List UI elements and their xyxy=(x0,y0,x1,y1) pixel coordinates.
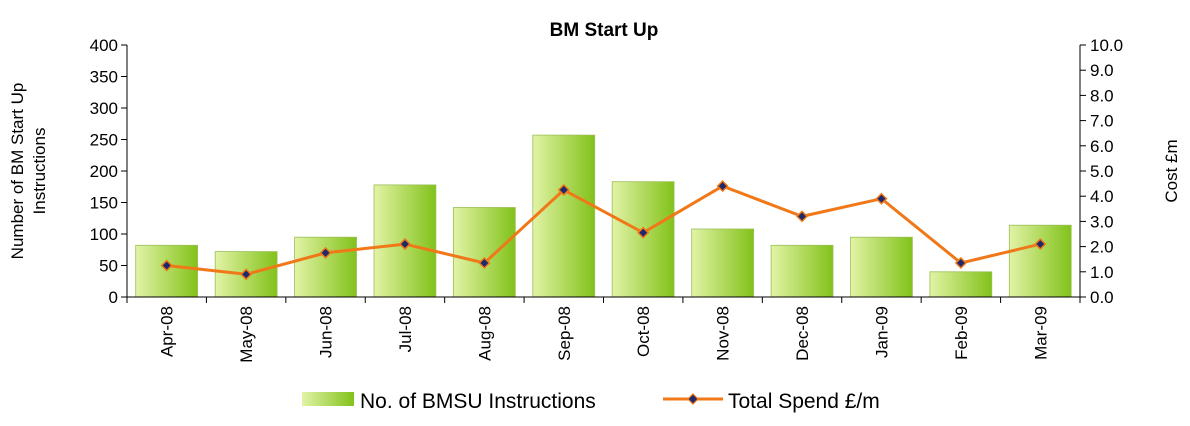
left-tick-label: 250 xyxy=(90,131,118,150)
bars-layer xyxy=(135,134,1072,298)
right-tick-label: 7.0 xyxy=(1090,112,1114,131)
x-tick-label: Apr-08 xyxy=(158,306,177,357)
y-axis-title-line2: Instructions xyxy=(30,128,49,215)
left-tick-label: 50 xyxy=(99,257,118,276)
spend-marker-dec-08 xyxy=(795,210,809,223)
bar-jun-08 xyxy=(294,236,357,298)
x-tick-label: Mar-09 xyxy=(1031,306,1050,360)
bar-oct-08 xyxy=(611,181,675,298)
spend-marker-feb-09 xyxy=(954,256,967,270)
bar-feb-09 xyxy=(929,271,993,298)
legend: No. of BMSU Instructions Total Spend £/m xyxy=(302,390,880,413)
x-tick-label: Jan-09 xyxy=(873,306,892,358)
bar-aug-08 xyxy=(452,207,516,298)
right-tick-label: 3.0 xyxy=(1090,212,1114,231)
ticks-layer: 0 50 100 150 200 250 300 350 400 0.0 1.0 2.0 3.0 4.0 5… xyxy=(90,36,1123,363)
x-tick-label: Aug-08 xyxy=(475,306,494,361)
legend-bar-swatch xyxy=(302,392,354,406)
right-tick-label: 9.0 xyxy=(1090,61,1114,80)
left-tick-label: 350 xyxy=(90,68,118,87)
bar-jan-09 xyxy=(850,236,913,298)
spend-marker-aug-08 xyxy=(478,256,491,270)
x-tick-label: Jun-08 xyxy=(317,306,336,358)
x-tick-label: May-08 xyxy=(237,306,256,363)
spend-marker-jul-08 xyxy=(398,238,412,251)
spend-marker-nov-08 xyxy=(716,180,729,193)
spend-marker-jan-09 xyxy=(875,192,888,205)
left-tick-label: 100 xyxy=(90,225,118,244)
bar-nov-08 xyxy=(691,228,755,298)
spend-marker-sep-08 xyxy=(557,183,570,196)
axes-layer xyxy=(121,44,1086,303)
x-tick-label: Sep-08 xyxy=(555,306,574,361)
x-tick-label: Nov-08 xyxy=(714,306,733,361)
left-tick-label: 400 xyxy=(90,36,118,55)
right-tick-label: 10.0 xyxy=(1090,36,1123,55)
y-axis-title-line1: Number of BM Start Up xyxy=(8,83,27,260)
left-tick-label: 200 xyxy=(90,162,118,181)
legend-line-marker xyxy=(687,393,699,405)
spend-marker-jun-08 xyxy=(319,246,332,259)
legend-line-label: Total Spend £/m xyxy=(728,390,880,413)
spend-line xyxy=(166,184,1041,276)
spend-marker-mar-09 xyxy=(1034,238,1047,251)
spend-marker-oct-08 xyxy=(637,226,650,239)
bar-sep-08 xyxy=(532,134,596,298)
left-tick-label: 0 xyxy=(109,288,118,307)
spend-marker-may-08 xyxy=(240,268,253,281)
right-tick-label: 4.0 xyxy=(1090,187,1114,206)
x-tick-label: Dec-08 xyxy=(793,306,812,361)
x-tick-label: Feb-09 xyxy=(952,306,971,360)
chart-title: BM Start Up xyxy=(550,20,659,41)
right-tick-label: 1.0 xyxy=(1090,263,1114,282)
right-tick-label: 2.0 xyxy=(1090,238,1114,257)
y2-axis-title: Cost £m xyxy=(1162,139,1181,202)
legend-bar-label: No. of BMSU Instructions xyxy=(360,390,596,413)
bar-mar-09 xyxy=(1008,224,1072,298)
right-tick-label: 8.0 xyxy=(1090,86,1114,105)
line-layer xyxy=(160,180,1047,281)
bar-dec-08 xyxy=(770,244,834,298)
right-tick-label: 5.0 xyxy=(1090,162,1114,181)
right-tick-label: 0.0 xyxy=(1090,288,1114,307)
left-tick-label: 300 xyxy=(90,99,118,118)
left-tick-label: 150 xyxy=(90,194,118,213)
right-tick-label: 6.0 xyxy=(1090,137,1114,156)
spend-marker-apr-08 xyxy=(160,259,173,272)
x-tick-label: Oct-08 xyxy=(634,306,653,357)
x-tick-label: Jul-08 xyxy=(396,306,415,352)
